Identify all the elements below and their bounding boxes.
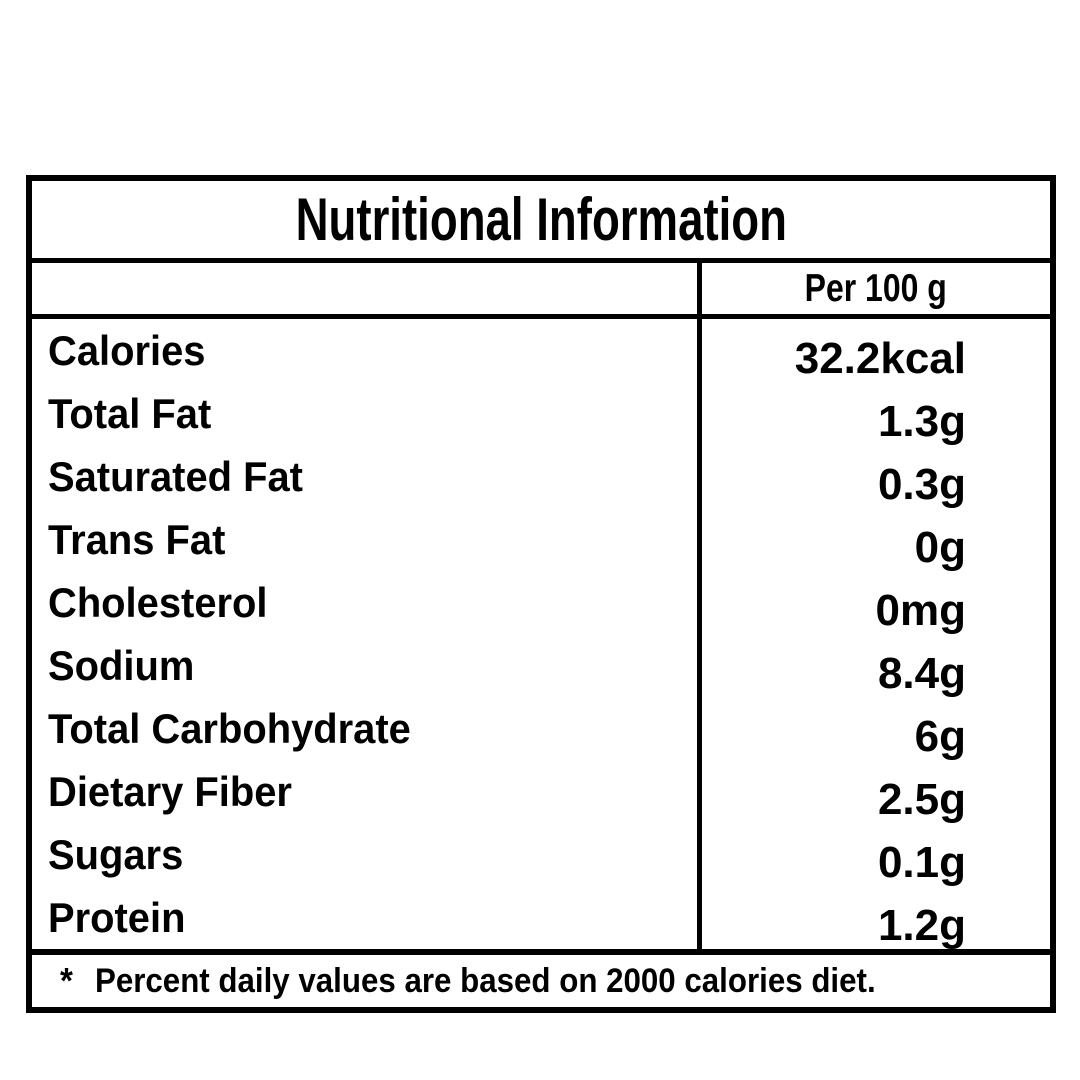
panel-title-row: Nutritional Information bbox=[32, 181, 1050, 263]
nutrient-value: 8.4g bbox=[877, 648, 966, 698]
nutrient-name: Sodium bbox=[48, 641, 195, 689]
nutrient-value: 2.5g bbox=[877, 774, 966, 824]
nutrient-value: 6g bbox=[914, 711, 966, 761]
nutrient-name-cell: Protein bbox=[32, 886, 697, 949]
footnote-asterisk: * bbox=[60, 960, 73, 1001]
table-row-cholesterol: Cholesterol 0mg bbox=[32, 571, 1050, 635]
table-row-saturated-fat: Saturated Fat 0.3g bbox=[32, 445, 1050, 509]
nutrient-name: Cholesterol bbox=[48, 578, 268, 626]
nutrient-value-cell: 6g bbox=[697, 697, 1050, 761]
nutrient-value: 0mg bbox=[875, 585, 966, 635]
nutrient-value-cell: 0.3g bbox=[697, 445, 1050, 509]
nutrient-value: 32.2kcal bbox=[794, 333, 966, 383]
table-row-calories: Calories 32.2kcal bbox=[32, 319, 1050, 383]
nutrient-name-cell: Dietary Fiber bbox=[32, 760, 697, 823]
nutrient-value-cell: 0.1g bbox=[697, 823, 1050, 887]
nutrient-value-cell: 8.4g bbox=[697, 634, 1050, 698]
nutrient-name-cell: Calories bbox=[32, 319, 697, 382]
column-header-row: Per 100 g bbox=[32, 263, 1050, 319]
nutrient-value-cell: 0mg bbox=[697, 571, 1050, 635]
table-row-dietary-fiber: Dietary Fiber 2.5g bbox=[32, 760, 1050, 824]
table-row-sodium: Sodium 8.4g bbox=[32, 634, 1050, 698]
table-row-protein: Protein 1.2g bbox=[32, 886, 1050, 950]
nutrient-value-cell: 1.2g bbox=[697, 886, 1050, 950]
nutrient-name-cell: Saturated Fat bbox=[32, 445, 697, 508]
nutrient-name: Total Fat bbox=[48, 389, 212, 437]
footnote-text: Percent daily values are based on 2000 c… bbox=[94, 961, 876, 1000]
nutrient-value-cell: 1.3g bbox=[697, 382, 1050, 446]
nutrient-value: 1.3g bbox=[877, 396, 966, 446]
nutrient-name-cell: Total Carbohydrate bbox=[32, 697, 697, 760]
table-row-total-carbohydrate: Total Carbohydrate 6g bbox=[32, 697, 1050, 761]
table-row-trans-fat: Trans Fat 0g bbox=[32, 508, 1050, 572]
header-spacer-cell bbox=[32, 263, 697, 314]
panel-title: Nutritional Information bbox=[295, 186, 787, 253]
nutrient-value-cell: 32.2kcal bbox=[697, 319, 1050, 383]
nutrient-rows: Calories 32.2kcal Total Fat 1.3g Saturat… bbox=[32, 319, 1050, 950]
nutrient-name: Sugars bbox=[48, 830, 184, 878]
nutrient-name: Protein bbox=[48, 893, 186, 941]
nutrient-value: 0.3g bbox=[877, 459, 966, 509]
nutrient-name: Dietary Fiber bbox=[48, 767, 292, 815]
nutrient-value-cell: 0g bbox=[697, 508, 1050, 572]
nutrient-name: Total Carbohydrate bbox=[48, 704, 411, 752]
table-row-sugars: Sugars 0.1g bbox=[32, 823, 1050, 887]
header-value-cell: Per 100 g bbox=[697, 263, 1050, 314]
table-row-total-fat: Total Fat 1.3g bbox=[32, 382, 1050, 446]
footnote-line: * Percent daily values are based on 2000… bbox=[60, 960, 876, 1002]
footnote-box: * Percent daily values are based on 2000… bbox=[26, 955, 1056, 1013]
nutrient-value: 0g bbox=[914, 522, 966, 572]
nutrition-facts-panel: Nutritional Information Per 100 g Calori… bbox=[26, 175, 1056, 955]
nutrient-name-cell: Cholesterol bbox=[32, 571, 697, 634]
nutrient-name-cell: Total Fat bbox=[32, 382, 697, 445]
nutrient-name: Trans Fat bbox=[48, 515, 226, 563]
nutrient-name-cell: Sodium bbox=[32, 634, 697, 697]
nutrient-name: Saturated Fat bbox=[48, 452, 303, 500]
per-100g-column-header: Per 100 g bbox=[804, 266, 948, 310]
nutrient-value-cell: 2.5g bbox=[697, 760, 1050, 824]
nutrient-name-cell: Trans Fat bbox=[32, 508, 697, 571]
nutrient-value: 0.1g bbox=[877, 837, 966, 887]
nutrient-value: 1.2g bbox=[877, 900, 966, 950]
nutrient-name: Calories bbox=[48, 326, 206, 374]
nutrient-name-cell: Sugars bbox=[32, 823, 697, 886]
